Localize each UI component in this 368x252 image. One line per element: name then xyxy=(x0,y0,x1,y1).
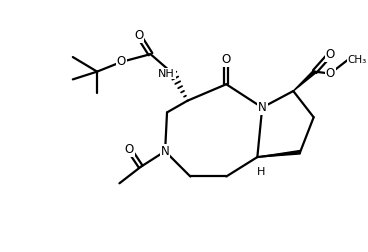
Polygon shape xyxy=(257,150,300,157)
Text: O: O xyxy=(326,48,335,61)
Text: O: O xyxy=(124,143,134,156)
Text: O: O xyxy=(222,53,231,67)
Text: N: N xyxy=(258,101,266,114)
Text: N: N xyxy=(161,145,170,158)
Text: H: H xyxy=(257,167,265,177)
Text: CH₃: CH₃ xyxy=(348,55,367,65)
Text: O: O xyxy=(134,29,144,42)
Text: O: O xyxy=(326,67,335,80)
Text: O: O xyxy=(117,55,126,68)
Text: NH: NH xyxy=(158,69,175,79)
Polygon shape xyxy=(293,70,316,91)
